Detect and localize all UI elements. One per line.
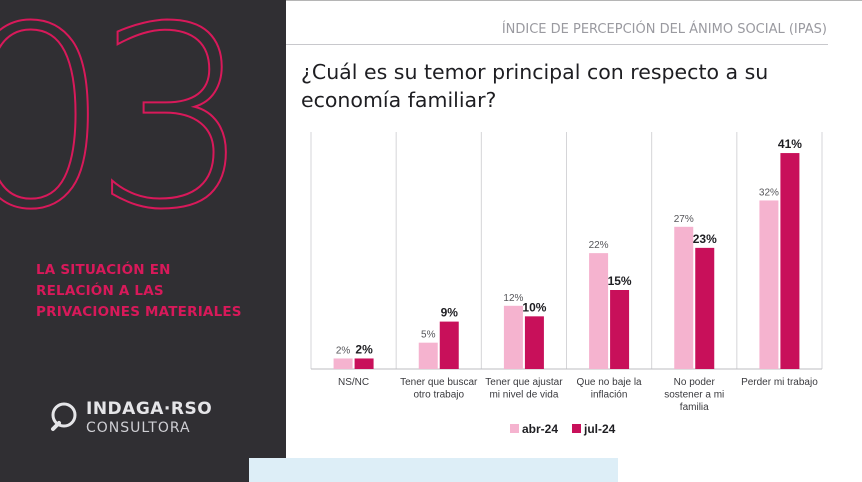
bar-jul-24-4 [695, 247, 715, 369]
brand-subtitle: CONSULTORA [86, 420, 191, 436]
chart-bars [333, 153, 800, 369]
data-label-abr-24-2: 12% [503, 293, 523, 304]
bar-jul-24-0 [354, 358, 374, 369]
data-label-abr-24-0: 2% [336, 345, 351, 356]
page-title: ¿Cuál es su temor principal con respecto… [301, 60, 769, 112]
brand-mark-icon [51, 402, 77, 431]
top-rule [286, 0, 862, 1]
report-label: ÍNDICE DE PERCEPCIÓN DEL ÁNIMO SOCIAL (I… [501, 22, 827, 37]
bar-abr-24-3 [589, 253, 609, 369]
section-title-line-1: LA SITUACIÓN EN [36, 262, 171, 278]
chart-labels: 2% 2% NS/NC 5% 9% Tener que buscar otro trabaj… [336, 137, 818, 413]
bar-jul-24-5 [780, 153, 800, 369]
footer-box [249, 458, 618, 482]
bar-abr-24-1 [418, 342, 438, 369]
category-label-2: Tener que ajustar mi nivel de vida [485, 377, 563, 401]
data-label-jul-24-1: 9% [441, 306, 459, 320]
data-label-jul-24-4: 23% [693, 232, 717, 246]
data-label-abr-24-3: 22% [589, 240, 609, 251]
legend-swatch-jul-24 [572, 424, 581, 433]
chart-frame [310, 132, 823, 370]
data-label-abr-24-1: 5% [421, 330, 436, 341]
data-label-jul-24-3: 15% [608, 274, 632, 288]
data-label-jul-24-5: 41% [778, 137, 802, 151]
bar-jul-24-2 [524, 316, 544, 369]
bar-chart: 2% 2% NS/NC 5% 9% Tener que buscar otro trabaj… [310, 132, 823, 436]
category-label-0: NS/NC [338, 377, 369, 388]
data-label-jul-24-0: 2% [355, 342, 373, 356]
category-label-1: Tener que buscar otro trabajo [400, 377, 478, 401]
bar-abr-24-5 [759, 200, 779, 369]
data-label-abr-24-5: 32% [759, 187, 779, 198]
bar-jul-24-3 [610, 290, 630, 369]
bar-jul-24-1 [439, 321, 459, 369]
category-label-3: Que no baje la inflación [577, 377, 642, 401]
header-rule [286, 44, 828, 45]
brand-name: INDAGA·RSO [86, 399, 213, 419]
brand-logo: INDAGA·RSO CONSULTORA [48, 398, 268, 438]
category-label-4: No poder sostener a mi familia [664, 377, 724, 413]
bar-abr-24-0 [333, 358, 353, 369]
legend-swatch-abr-24 [510, 424, 519, 433]
bar-abr-24-2 [503, 305, 523, 369]
legend-label-abr-24: abr-24 [522, 422, 558, 436]
section-number: 03 [0, 0, 253, 264]
category-label-5: Perder mi trabajo [741, 377, 818, 388]
data-label-jul-24-2: 10% [522, 300, 546, 314]
section-panel: 03 LA SITUACIÓN EN RELACIÓN A LAS PRIVAC… [0, 0, 286, 482]
legend-label-jul-24: jul-24 [583, 422, 616, 436]
chart-legend: abr-24 jul-24 [510, 422, 616, 436]
bar-abr-24-4 [674, 226, 694, 369]
section-title-line-2: RELACIÓN A LAS [36, 283, 164, 299]
data-label-abr-24-4: 27% [674, 214, 694, 225]
section-title-line-3: PRIVACIONES MATERIALES [36, 304, 242, 320]
